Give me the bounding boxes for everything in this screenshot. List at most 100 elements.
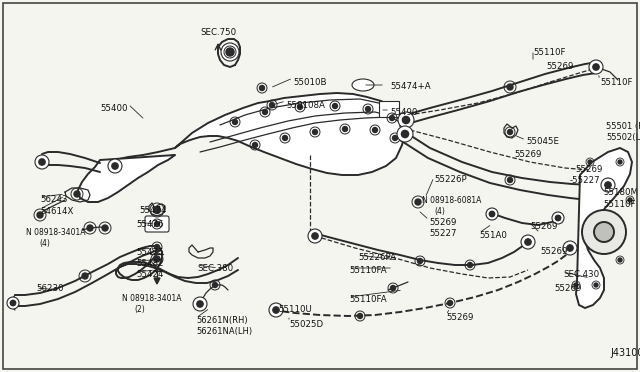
Circle shape xyxy=(312,233,318,239)
Circle shape xyxy=(390,285,396,291)
Circle shape xyxy=(197,301,203,307)
Text: 56230: 56230 xyxy=(36,284,63,293)
Circle shape xyxy=(308,229,322,243)
Text: (2): (2) xyxy=(134,305,145,314)
Circle shape xyxy=(35,155,49,169)
Circle shape xyxy=(259,86,264,90)
Circle shape xyxy=(605,182,611,188)
Text: 55269: 55269 xyxy=(446,313,474,322)
Circle shape xyxy=(593,64,599,70)
Circle shape xyxy=(358,314,362,318)
Text: 550108A: 550108A xyxy=(286,101,325,110)
Ellipse shape xyxy=(352,79,374,91)
Text: 55474: 55474 xyxy=(139,206,166,215)
Circle shape xyxy=(525,239,531,245)
Circle shape xyxy=(154,244,159,250)
Circle shape xyxy=(588,160,592,164)
Circle shape xyxy=(112,163,118,169)
Circle shape xyxy=(507,84,513,90)
Circle shape xyxy=(521,235,535,249)
Text: 55269: 55269 xyxy=(530,222,557,231)
Circle shape xyxy=(154,256,160,262)
Text: 55180M: 55180M xyxy=(603,188,638,197)
Circle shape xyxy=(417,259,422,263)
Text: 55269: 55269 xyxy=(546,62,573,71)
Text: N 08918-3401A: N 08918-3401A xyxy=(26,228,86,237)
Circle shape xyxy=(467,263,472,267)
Circle shape xyxy=(567,245,573,251)
Circle shape xyxy=(154,206,161,214)
Text: 55482: 55482 xyxy=(136,259,163,268)
Circle shape xyxy=(39,159,45,165)
Text: 55475: 55475 xyxy=(136,248,163,257)
Circle shape xyxy=(10,300,16,306)
FancyBboxPatch shape xyxy=(379,101,399,117)
Text: 55010B: 55010B xyxy=(293,78,326,87)
Circle shape xyxy=(563,241,577,255)
Circle shape xyxy=(392,135,397,141)
Circle shape xyxy=(447,301,452,305)
Text: 55110FA: 55110FA xyxy=(349,266,387,275)
Circle shape xyxy=(390,115,394,121)
Circle shape xyxy=(193,297,207,311)
Circle shape xyxy=(508,129,513,135)
Text: 55269: 55269 xyxy=(554,284,581,293)
Circle shape xyxy=(232,119,237,125)
Circle shape xyxy=(398,112,414,128)
Circle shape xyxy=(87,225,93,231)
Text: 55110F: 55110F xyxy=(603,200,636,209)
Circle shape xyxy=(401,131,408,138)
Text: 55424: 55424 xyxy=(136,270,163,279)
Circle shape xyxy=(342,126,348,131)
Text: N 08918-6081A: N 08918-6081A xyxy=(422,196,481,205)
Circle shape xyxy=(212,282,218,288)
Circle shape xyxy=(221,43,239,61)
Circle shape xyxy=(74,191,80,197)
Text: 55226PA: 55226PA xyxy=(358,253,396,262)
Circle shape xyxy=(312,129,317,135)
Circle shape xyxy=(618,258,622,262)
Circle shape xyxy=(594,283,598,287)
Circle shape xyxy=(262,109,268,115)
Text: 55045E: 55045E xyxy=(526,137,559,146)
Text: (4): (4) xyxy=(39,239,50,248)
Circle shape xyxy=(490,211,495,217)
Text: 56243: 56243 xyxy=(40,195,67,204)
Text: 55110F: 55110F xyxy=(533,48,566,57)
Circle shape xyxy=(618,160,622,164)
Text: 54614X: 54614X xyxy=(40,207,74,216)
Polygon shape xyxy=(175,93,406,175)
Text: 55110U: 55110U xyxy=(278,305,312,314)
Circle shape xyxy=(226,48,234,56)
Circle shape xyxy=(372,128,378,132)
Circle shape xyxy=(282,135,287,141)
Text: 55269: 55269 xyxy=(540,247,568,256)
Text: J43100TJ: J43100TJ xyxy=(610,348,640,358)
Text: 56261N(RH): 56261N(RH) xyxy=(196,316,248,325)
Text: 55110FA: 55110FA xyxy=(349,295,387,304)
Circle shape xyxy=(397,126,413,142)
Circle shape xyxy=(574,283,578,287)
Text: SEC.750: SEC.750 xyxy=(200,28,236,37)
Text: 55269: 55269 xyxy=(429,218,456,227)
Circle shape xyxy=(269,303,283,317)
Text: 55025D: 55025D xyxy=(289,320,323,329)
Text: 55400: 55400 xyxy=(100,104,128,113)
Circle shape xyxy=(552,212,564,224)
Text: 55227: 55227 xyxy=(429,229,456,238)
Circle shape xyxy=(486,208,498,220)
Circle shape xyxy=(415,199,421,205)
Circle shape xyxy=(37,212,43,218)
Circle shape xyxy=(594,222,614,242)
Text: (4): (4) xyxy=(434,207,445,216)
Text: 551A0: 551A0 xyxy=(479,231,507,240)
Text: 55501 (RH): 55501 (RH) xyxy=(606,122,640,131)
Polygon shape xyxy=(78,155,175,202)
Text: 55476: 55476 xyxy=(136,220,163,229)
Circle shape xyxy=(298,105,303,109)
Text: 55110F: 55110F xyxy=(600,78,632,87)
Circle shape xyxy=(7,297,19,309)
Circle shape xyxy=(227,49,233,55)
Text: 55474+A: 55474+A xyxy=(390,82,431,91)
Polygon shape xyxy=(576,148,632,308)
